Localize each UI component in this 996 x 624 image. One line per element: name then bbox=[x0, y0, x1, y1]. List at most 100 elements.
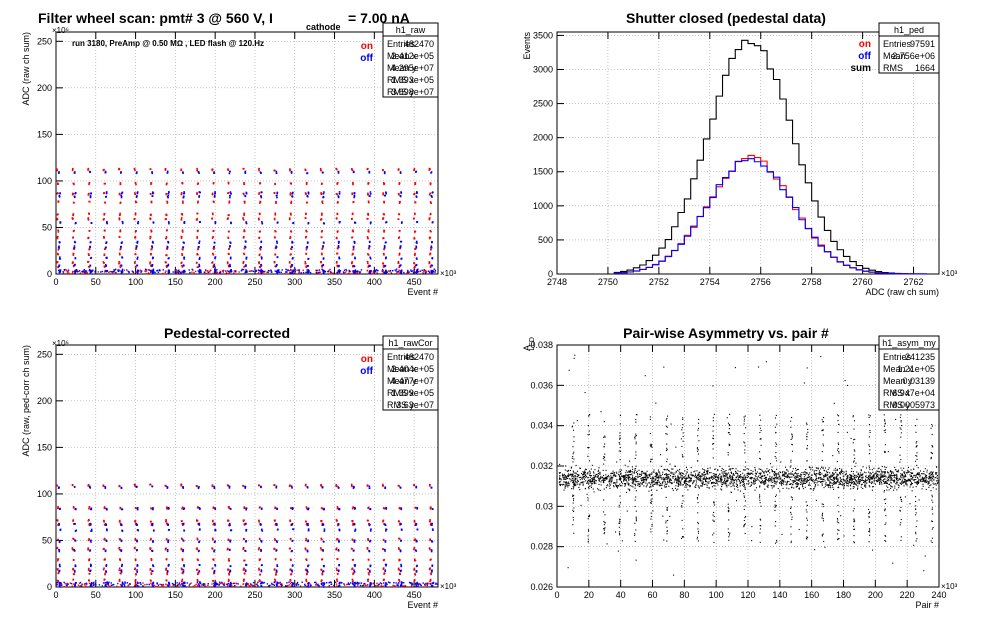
data-point-off bbox=[357, 584, 359, 586]
data-point-on bbox=[176, 271, 178, 273]
data-point-on bbox=[382, 520, 384, 522]
chart-title: Shutter closed (pedestal data) bbox=[626, 10, 826, 26]
data-point-off bbox=[167, 241, 170, 243]
data-point-off bbox=[431, 257, 434, 259]
data-point-off bbox=[368, 195, 371, 198]
data-point-off bbox=[162, 269, 164, 271]
data-point-off bbox=[82, 270, 84, 273]
data-point-on bbox=[181, 507, 183, 510]
data-point-on bbox=[413, 484, 415, 487]
data-point bbox=[736, 475, 738, 477]
data-point-off bbox=[291, 540, 294, 542]
data-point-on bbox=[103, 192, 106, 194]
data-point-on bbox=[377, 585, 380, 588]
data-point bbox=[598, 479, 600, 481]
data-point-on bbox=[103, 506, 106, 508]
data-point-off bbox=[166, 570, 169, 572]
data-point-off bbox=[58, 584, 61, 586]
data-point bbox=[714, 485, 716, 487]
data-point-on bbox=[356, 272, 359, 274]
data-point-on bbox=[258, 253, 261, 256]
data-point bbox=[840, 480, 842, 482]
data-point-off bbox=[380, 583, 383, 585]
y-tick-label: 200 bbox=[37, 83, 52, 93]
data-point-off bbox=[104, 549, 107, 552]
data-point-on bbox=[243, 247, 246, 250]
data-point-on bbox=[429, 506, 432, 509]
data-point-on bbox=[119, 248, 122, 251]
data-point bbox=[613, 482, 615, 484]
data-point bbox=[719, 478, 721, 480]
data-point-on bbox=[87, 219, 90, 221]
data-point bbox=[592, 471, 595, 473]
data-point-on bbox=[244, 271, 246, 274]
data-point bbox=[703, 476, 705, 478]
data-point-on bbox=[306, 573, 308, 576]
data-point-off bbox=[354, 508, 356, 510]
data-point-off bbox=[399, 195, 402, 198]
data-point-off bbox=[276, 507, 278, 510]
data-point-on bbox=[392, 585, 394, 588]
data-point-off bbox=[339, 584, 341, 587]
data-point-off bbox=[58, 549, 61, 552]
data-point-off bbox=[291, 570, 293, 573]
data-point-on bbox=[196, 558, 199, 561]
data-point-on bbox=[149, 520, 152, 523]
data-point-off bbox=[197, 270, 199, 272]
x-tick-label: 200 bbox=[868, 590, 883, 600]
data-point-on bbox=[63, 269, 66, 272]
data-point bbox=[747, 473, 749, 475]
data-point-off bbox=[245, 529, 247, 532]
data-point-off bbox=[359, 271, 362, 273]
data-point-off bbox=[322, 586, 325, 588]
data-point-on bbox=[335, 519, 338, 521]
data-point-on bbox=[414, 252, 416, 255]
data-point-off bbox=[136, 507, 139, 509]
data-point-on bbox=[367, 253, 369, 255]
data-point-off bbox=[307, 586, 310, 588]
data-point-off bbox=[127, 270, 129, 273]
data-point-off bbox=[89, 584, 92, 586]
data-point bbox=[564, 477, 566, 479]
data-point-off bbox=[81, 583, 83, 585]
data-point-on bbox=[88, 506, 91, 508]
data-point-off bbox=[432, 581, 435, 584]
data-point-on bbox=[242, 485, 245, 487]
data-point-off bbox=[111, 584, 114, 586]
data-point-on bbox=[335, 193, 338, 195]
data-point-on bbox=[367, 182, 370, 184]
data-point-on bbox=[212, 559, 215, 561]
data-point-on bbox=[274, 520, 276, 522]
data-point bbox=[919, 476, 921, 478]
data-point-off bbox=[89, 192, 92, 195]
data-point bbox=[574, 478, 576, 480]
data-point bbox=[591, 483, 593, 485]
data-point-on bbox=[212, 507, 215, 509]
data-point-on bbox=[211, 168, 214, 171]
data-point-on bbox=[87, 261, 89, 263]
data-point-on bbox=[226, 261, 229, 263]
stats-row-value: 2.412e+05 bbox=[391, 51, 434, 61]
data-point-off bbox=[151, 172, 154, 175]
data-point-off bbox=[307, 191, 310, 194]
data-point-on bbox=[57, 538, 59, 541]
data-point-off bbox=[225, 270, 227, 272]
data-point bbox=[822, 475, 825, 477]
data-point-off bbox=[403, 582, 405, 584]
data-point-on bbox=[149, 168, 152, 170]
data-point-off bbox=[399, 486, 402, 489]
data-point-off bbox=[430, 246, 433, 249]
data-point-off bbox=[322, 192, 325, 195]
data-point-on bbox=[356, 271, 358, 273]
data-point bbox=[578, 474, 580, 476]
data-point-off bbox=[126, 582, 129, 584]
stats-row-value: 3.698e+07 bbox=[391, 87, 434, 97]
data-point bbox=[773, 486, 775, 488]
x-tick-label: 2756 bbox=[751, 277, 771, 287]
data-point-on bbox=[305, 507, 308, 510]
data-point-off bbox=[291, 581, 293, 584]
data-point-off bbox=[315, 581, 317, 584]
data-point-off bbox=[357, 270, 359, 272]
